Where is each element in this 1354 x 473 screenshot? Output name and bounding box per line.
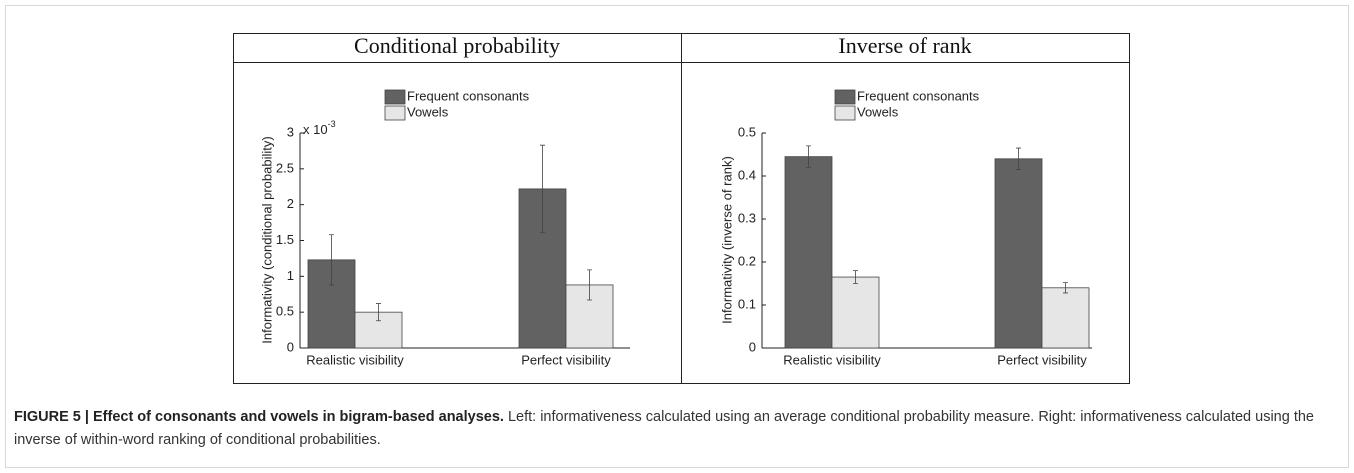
y-multiplier-exponent: -3 bbox=[328, 119, 336, 129]
error-bar bbox=[329, 234, 334, 286]
legend-label: Frequent consonants bbox=[407, 88, 530, 103]
caption: FIGURE 5 | Effect of consonants and vowe… bbox=[14, 406, 1340, 452]
legend-swatch bbox=[384, 89, 406, 105]
y-tick-label: 0.3 bbox=[738, 210, 756, 225]
legend-swatch bbox=[384, 105, 406, 121]
x-tick-label: Realistic visibility bbox=[783, 352, 881, 367]
legend-swatch bbox=[834, 105, 856, 121]
x-tick-label: Realistic visibility bbox=[306, 352, 404, 367]
error-bar bbox=[587, 269, 592, 301]
error-bar bbox=[540, 144, 545, 234]
bar bbox=[784, 156, 833, 349]
caption-label: FIGURE 5 | Effect of consonants and vowe… bbox=[14, 409, 504, 425]
error-bar bbox=[1063, 282, 1068, 294]
bar bbox=[831, 276, 880, 349]
x-tick-label: Perfect visibility bbox=[997, 352, 1087, 367]
page-border bbox=[5, 5, 1349, 468]
y-tick-label: 2 bbox=[287, 196, 294, 211]
legend-swatch bbox=[834, 89, 856, 105]
legend-label: Frequent consonants bbox=[857, 88, 980, 103]
error-bar bbox=[806, 145, 811, 168]
panel-title: Inverse of rank bbox=[838, 33, 971, 58]
bar bbox=[1041, 287, 1090, 349]
y-axis-label: Informativity (inverse of rank) bbox=[719, 156, 734, 324]
caption-text: Left: informativeness calculated using a… bbox=[14, 409, 1314, 448]
bar bbox=[994, 158, 1043, 349]
y-tick-label: 1.5 bbox=[276, 232, 294, 247]
y-tick-label: 0 bbox=[287, 339, 294, 354]
y-tick-label: 0.2 bbox=[738, 253, 756, 268]
error-bar bbox=[1016, 147, 1021, 170]
y-multiplier-base: x 10 bbox=[303, 122, 328, 137]
y-tick-label: 1 bbox=[287, 268, 294, 283]
panel-title: Conditional probability bbox=[354, 33, 560, 58]
error-bar bbox=[853, 270, 858, 284]
legend-label: Vowels bbox=[857, 104, 899, 119]
y-axis-label: Informativity (conditional probability) bbox=[259, 136, 274, 343]
y-multiplier: x 10-3 bbox=[303, 119, 336, 137]
y-tick-label: 0.5 bbox=[276, 304, 294, 319]
y-tick-label: 0 bbox=[749, 339, 756, 354]
y-tick-label: 2.5 bbox=[276, 160, 294, 175]
y-tick-label: 0.4 bbox=[738, 167, 756, 182]
legend-label: Vowels bbox=[407, 104, 449, 119]
y-tick-label: 0.1 bbox=[738, 296, 756, 311]
error-bar bbox=[376, 303, 381, 322]
y-tick-label: 0.5 bbox=[738, 124, 756, 139]
x-tick-label: Perfect visibility bbox=[521, 352, 611, 367]
y-tick-label: 3 bbox=[287, 124, 294, 139]
